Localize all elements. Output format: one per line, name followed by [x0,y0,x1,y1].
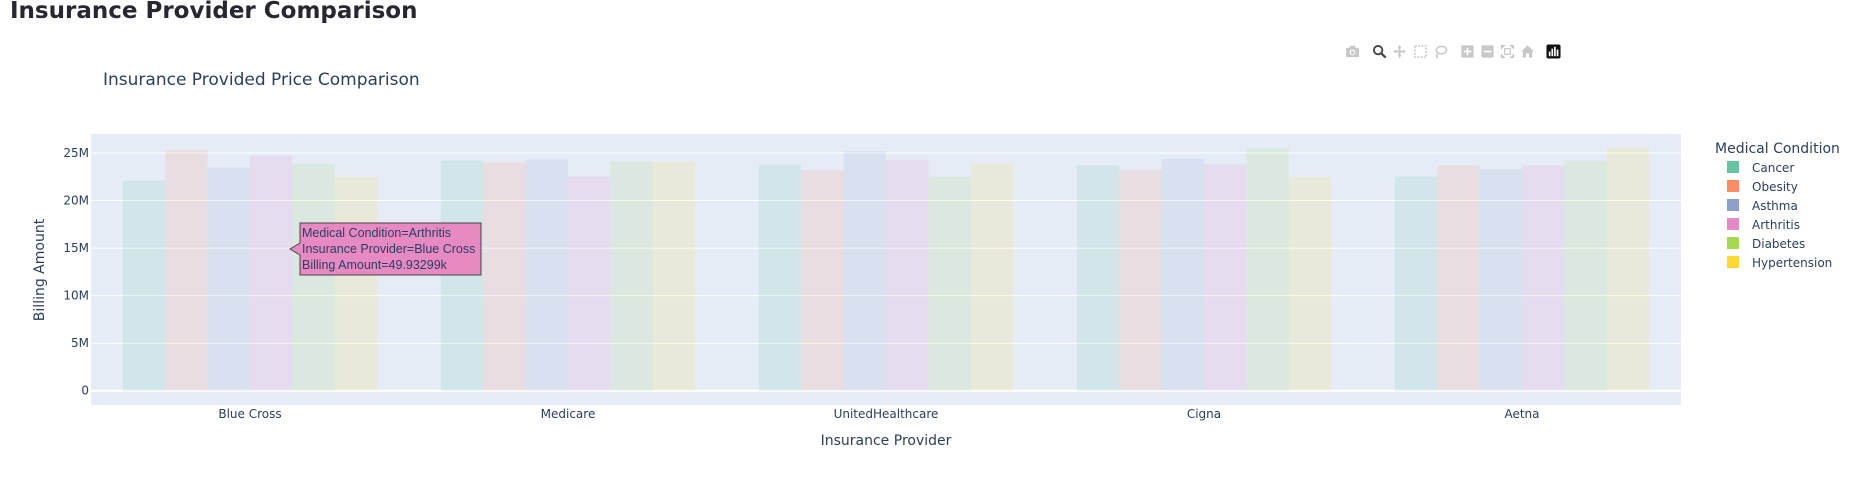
bar-cancer-blue-cross[interactable] [122,180,166,391]
camera-icon[interactable] [1343,42,1361,60]
bar-hypertension-aetna[interactable] [1606,147,1650,391]
x-tick-label: Medicare [541,407,596,421]
legend-swatch [1727,161,1739,173]
x-tick-label: UnitedHealthcare [834,407,939,421]
tooltip-line-provider: Insurance Provider=Blue Cross [302,242,476,256]
bar-obesity-unitedhealthcare[interactable] [801,170,844,391]
legend-label: Diabetes [1752,237,1805,251]
legend-item-asthma[interactable]: Asthma [1727,199,1798,213]
bar-arthritis-medicare[interactable] [568,176,611,391]
bar-arthritis-blue-cross[interactable] [250,155,293,391]
zoom-out-icon[interactable] [1478,42,1496,60]
y-tick-label: 25M [63,146,89,160]
zoom-in-icon[interactable] [1458,42,1476,60]
bar-arthritis-cigna[interactable] [1204,164,1247,391]
x-axis-label: Insurance Provider [821,433,952,449]
bar-diabetes-cigna[interactable] [1246,148,1289,391]
y-axis-label: Billing Amount [32,218,48,321]
bar-hypertension-cigna[interactable] [1288,176,1332,391]
legend-label: Arthritis [1752,218,1800,232]
lasso-select-icon[interactable] [1431,42,1449,60]
bar-cancer-unitedhealthcare[interactable] [758,164,802,391]
tooltip-background [289,222,482,276]
bar-obesity-medicare[interactable] [483,162,526,391]
bar-diabetes-aetna[interactable] [1564,160,1607,391]
legend: Cancer Obesity Asthma Arthritis Diabetes Hype… [1727,161,1832,270]
legend-item-hypertension[interactable]: Hypertension [1727,256,1832,270]
x-tick-label: Blue Cross [218,407,281,421]
pan-icon[interactable] [1390,42,1408,60]
legend-swatch [1727,218,1739,230]
bar-hypertension-medicare[interactable] [652,161,696,391]
bar-diabetes-medicare[interactable] [610,161,653,391]
legend-label: Asthma [1752,199,1798,213]
y-tick-label: 20M [63,194,89,208]
y-tick-label: 0 [81,384,89,398]
bar-hypertension-blue-cross[interactable] [334,176,378,391]
legend-label: Obesity [1752,180,1798,194]
legend-title: Medical Condition [1715,141,1840,157]
x-tick-label: Cigna [1187,407,1221,421]
bar-asthma-blue-cross[interactable] [207,167,250,391]
y-tick-label: 15M [63,241,89,255]
bar-asthma-unitedhealthcare[interactable] [843,151,886,391]
bar-hypertension-unitedhealthcare[interactable] [970,163,1014,391]
bar-cancer-aetna[interactable] [1394,176,1438,391]
box-select-icon[interactable] [1411,42,1429,60]
bar-series [122,147,1650,391]
autoscale-icon[interactable] [1498,42,1516,60]
bar-asthma-aetna[interactable] [1479,169,1522,391]
x-tick-label: Aetna [1504,407,1539,421]
tooltip-line-condition: Medical Condition=Arthritis [302,226,452,240]
legend-swatch [1727,237,1739,249]
bar-obesity-aetna[interactable] [1437,165,1480,391]
legend-swatch [1727,199,1739,211]
bar-diabetes-unitedhealthcare[interactable] [928,176,971,391]
legend-item-arthritis[interactable]: Arthritis [1727,218,1800,232]
y-tick-label: 10M [63,289,89,303]
zoom-icon[interactable] [1370,42,1388,60]
bar-asthma-cigna[interactable] [1161,158,1204,391]
bar-obesity-cigna[interactable] [1119,170,1162,391]
legend-label: Cancer [1752,161,1794,175]
plotly-logo-icon[interactable] [1544,42,1562,60]
legend-item-obesity[interactable]: Obesity [1727,180,1798,194]
legend-swatch [1727,180,1739,192]
legend-swatch [1727,256,1739,268]
page-title: Insurance Provider Comparison [10,0,418,24]
reset-axes-icon[interactable] [1518,42,1536,60]
chart-title: Insurance Provided Price Comparison [103,70,420,90]
bar-asthma-medicare[interactable] [525,159,568,391]
tooltip-line-amount: Billing Amount=49.93299k [302,258,447,272]
y-tick-label: 5M [71,336,89,350]
bar-arthritis-unitedhealthcare[interactable] [886,159,929,391]
x-tick-labels: Blue Cross Medicare UnitedHealthcare Cigna A… [218,407,1539,421]
bar-arthritis-aetna[interactable] [1522,165,1565,391]
legend-item-diabetes[interactable]: Diabetes [1727,237,1805,251]
legend-label: Hypertension [1752,256,1832,270]
hover-tooltip: Medical Condition=Arthritis Insurance Pr… [289,222,482,276]
bar-obesity-blue-cross[interactable] [165,150,208,391]
bar-cancer-medicare[interactable] [440,160,484,391]
bar-cancer-cigna[interactable] [1076,165,1120,391]
y-tick-labels: 0 5M 10M 15M 20M 25M [63,146,89,398]
bar-diabetes-blue-cross[interactable] [292,163,335,391]
legend-item-cancer[interactable]: Cancer [1727,161,1794,175]
